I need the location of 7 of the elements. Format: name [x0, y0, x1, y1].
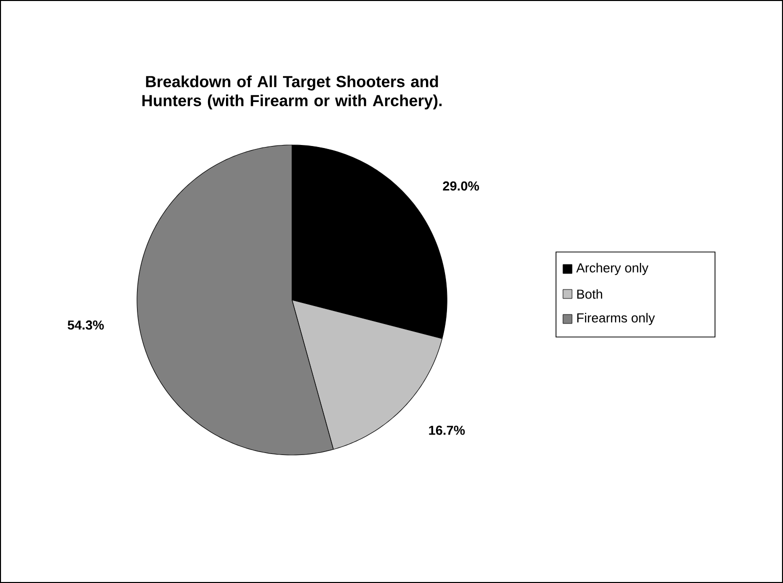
legend-label: Firearms only	[577, 312, 655, 326]
legend-label: Both	[577, 289, 602, 299]
legend-label: Archery only	[576, 262, 648, 276]
data-label: 54.3%	[68, 320, 104, 330]
data-label: 29.0%	[442, 181, 480, 191]
data-label: 16.7%	[429, 426, 465, 435]
chart-title: Breakdown of All Target Shooters and Hunters (with Firearm or with Archery).	[142, 76, 442, 110]
